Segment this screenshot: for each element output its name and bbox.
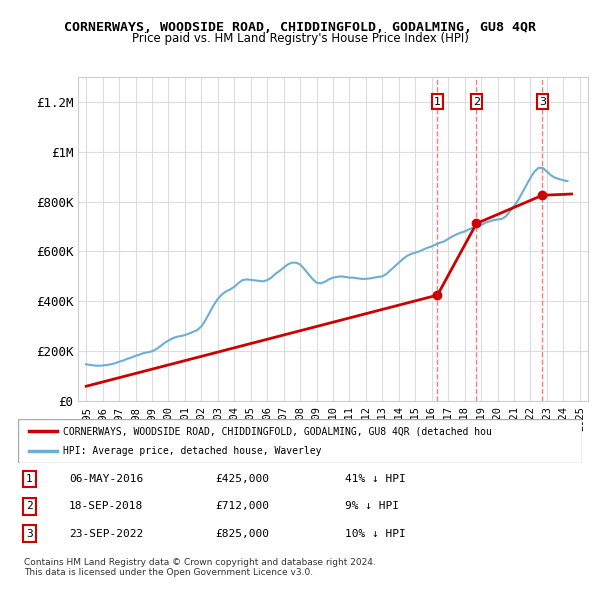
Text: 9% ↓ HPI: 9% ↓ HPI <box>345 502 399 512</box>
Text: This data is licensed under the Open Government Licence v3.0.: This data is licensed under the Open Gov… <box>24 568 313 576</box>
Text: 2: 2 <box>473 97 480 107</box>
Text: 2: 2 <box>26 502 32 512</box>
Text: Price paid vs. HM Land Registry's House Price Index (HPI): Price paid vs. HM Land Registry's House … <box>131 32 469 45</box>
Text: £712,000: £712,000 <box>215 502 269 512</box>
Text: Contains HM Land Registry data © Crown copyright and database right 2024.: Contains HM Land Registry data © Crown c… <box>24 558 376 566</box>
Text: 3: 3 <box>26 529 32 539</box>
Text: CORNERWAYS, WOODSIDE ROAD, CHIDDINGFOLD, GODALMING, GU8 4QR (detached hou: CORNERWAYS, WOODSIDE ROAD, CHIDDINGFOLD,… <box>63 427 492 436</box>
Text: 41% ↓ HPI: 41% ↓ HPI <box>345 474 406 484</box>
FancyBboxPatch shape <box>18 419 582 463</box>
Text: £425,000: £425,000 <box>215 474 269 484</box>
Text: 06-MAY-2016: 06-MAY-2016 <box>69 474 143 484</box>
Text: 18-SEP-2018: 18-SEP-2018 <box>69 502 143 512</box>
Text: HPI: Average price, detached house, Waverley: HPI: Average price, detached house, Wave… <box>63 446 322 455</box>
Text: CORNERWAYS, WOODSIDE ROAD, CHIDDINGFOLD, GODALMING, GU8 4QR: CORNERWAYS, WOODSIDE ROAD, CHIDDINGFOLD,… <box>64 21 536 34</box>
Text: 1: 1 <box>26 474 32 484</box>
Text: 3: 3 <box>539 97 546 107</box>
Text: 1: 1 <box>434 97 441 107</box>
Text: 23-SEP-2022: 23-SEP-2022 <box>69 529 143 539</box>
Text: £825,000: £825,000 <box>215 529 269 539</box>
Text: 10% ↓ HPI: 10% ↓ HPI <box>345 529 406 539</box>
